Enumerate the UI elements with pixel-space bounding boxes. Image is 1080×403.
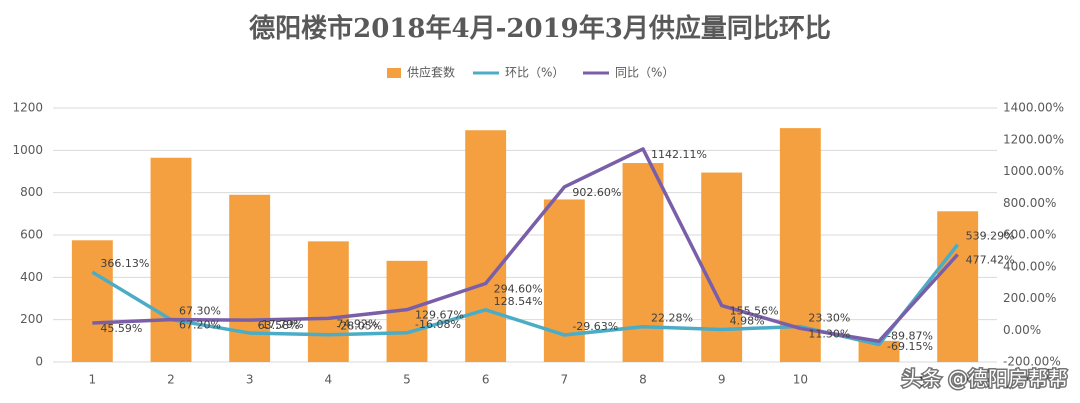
bar: [543, 199, 585, 362]
x-tick-label: 8: [639, 373, 647, 387]
data-label: 67.30%: [179, 305, 221, 318]
x-tick-label: 7: [561, 373, 569, 387]
y2-tick-label: 800.00%: [1003, 196, 1056, 210]
y-tick-label: 600: [20, 228, 43, 242]
data-label: 45.59%: [100, 322, 142, 335]
data-label: 477.42%: [966, 253, 1015, 266]
y2-tick-label: 1000.00%: [1003, 164, 1064, 178]
x-tick-label: 10: [793, 373, 808, 387]
data-label: 74.92%: [336, 317, 378, 330]
data-label: 155.56%: [730, 305, 779, 318]
data-label: 4.98%: [730, 314, 765, 327]
data-label: 294.60%: [494, 282, 543, 295]
bar: [622, 163, 664, 362]
y-tick-label: 1000: [12, 143, 43, 157]
bar: [229, 194, 271, 362]
y-tick-label: 200: [20, 312, 43, 326]
x-tick-label: 6: [482, 373, 490, 387]
y-tick-label: 0: [35, 355, 43, 369]
legend-swatch: [387, 68, 401, 78]
y2-tick-label: 400.00%: [1003, 259, 1056, 273]
data-label: -29.63%: [572, 320, 618, 333]
data-label: -16.08%: [415, 318, 461, 331]
data-label: -69.15%: [887, 340, 933, 353]
bar: [150, 157, 192, 362]
line: [92, 147, 959, 343]
data-label: 23.30%: [808, 312, 850, 325]
data-label: 67.20%: [179, 319, 221, 332]
data-label: 128.54%: [494, 295, 543, 308]
bar: [465, 130, 507, 362]
data-label: 129.67%: [415, 309, 464, 322]
bar: [71, 240, 113, 362]
x-tick-label: 9: [718, 373, 726, 387]
y2-tick-label: 600.00%: [1003, 228, 1056, 242]
x-tick-label: 1: [89, 373, 97, 387]
data-label: 63.58%: [258, 319, 300, 332]
y-tick-label: 400: [20, 270, 43, 284]
data-label: 902.60%: [572, 186, 621, 199]
x-tick-label: 5: [403, 373, 411, 387]
data-label: -89.87%: [887, 330, 933, 343]
x-tick-label: 2: [167, 373, 175, 387]
bar: [858, 340, 900, 362]
data-label: -28.05%: [336, 320, 382, 333]
bar: [937, 211, 979, 362]
data-label: 1142.11%: [651, 148, 707, 161]
y2-tick-label: 200.00%: [1003, 291, 1056, 305]
y2-tick-label: -200.00%: [1003, 355, 1061, 369]
data-label: -17.79%: [258, 318, 304, 331]
y2-tick-label: 0.00%: [1003, 323, 1041, 337]
bar: [307, 241, 349, 362]
watermark: 头条 @德阳房帮帮: [902, 367, 1068, 391]
legend-label: 同比（%）: [615, 66, 674, 80]
y2-tick-label: 1200.00%: [1003, 132, 1064, 146]
y-tick-label: 1200: [12, 101, 43, 115]
data-label: 366.13%: [100, 257, 149, 270]
data-label: 539.29%: [966, 230, 1015, 243]
data-label: 22.28%: [651, 312, 693, 325]
data-label: 11.30%: [808, 327, 850, 340]
x-tick-label: 4: [325, 373, 333, 387]
chart-title: 德阳楼市2018年4月-2019年3月供应量同比环比: [249, 13, 831, 44]
y2-tick-label: 1400.00%: [1003, 101, 1064, 115]
legend-label: 供应套数: [407, 65, 455, 80]
y-tick-label: 800: [20, 185, 43, 199]
x-tick-label: 3: [246, 373, 254, 387]
legend-label: 环比（%）: [505, 66, 564, 80]
bar: [701, 172, 743, 362]
